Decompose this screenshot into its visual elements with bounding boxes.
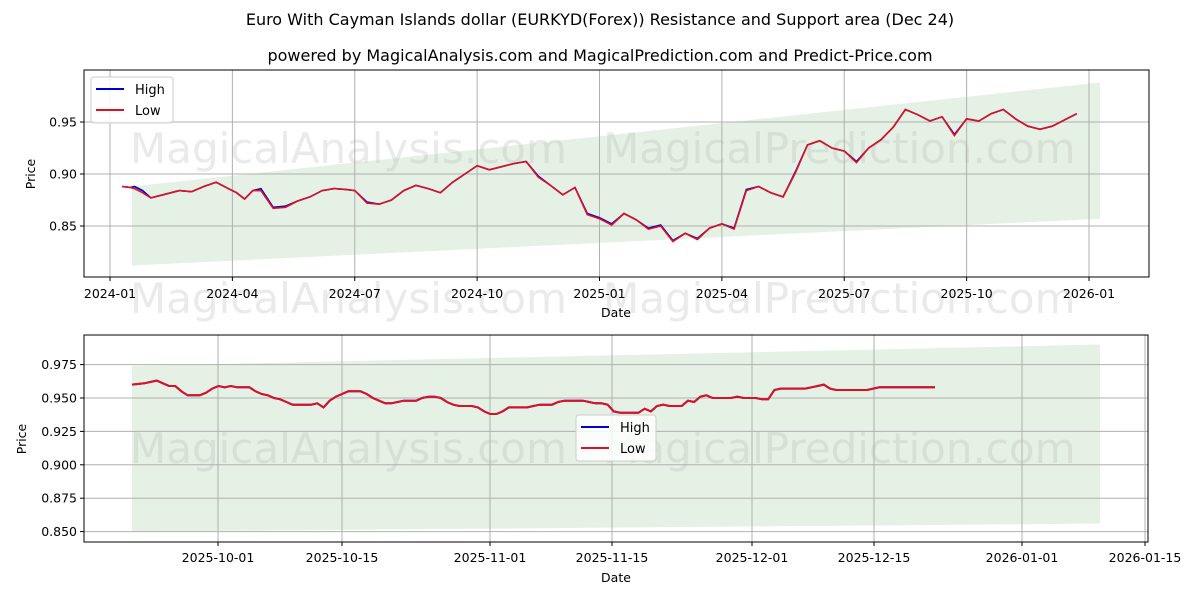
x-tick-label: 2025-12-01	[716, 550, 789, 565]
watermark-top-prediction: MagicalPrediction.com	[603, 124, 1076, 173]
y-tick-label: 0.95	[49, 115, 77, 130]
x-tick-label: 2024-01	[84, 286, 136, 301]
top-y-axis: 0.85 0.90 0.95	[49, 115, 84, 234]
bottom-y-axis-label: Price	[14, 423, 29, 454]
y-tick-label: 0.90	[49, 167, 77, 182]
x-tick-label: 2025-10	[941, 286, 993, 301]
watermark-mid-prediction: MagicalPrediction.com	[603, 274, 1076, 323]
x-tick-label: 2025-12-15	[838, 550, 911, 565]
top-x-axis: 2024-01 2024-04 2024-07 2024-10 2025-01 2025-…	[84, 277, 1115, 301]
bottom-plot-frame	[83, 334, 1149, 543]
top-legend: High Low	[90, 76, 174, 124]
bottom-y-axis: 0.850 0.875 0.900 0.925 0.950 0.975	[41, 357, 84, 539]
x-tick-label: 2025-04	[696, 286, 748, 301]
top-low-line	[122, 108, 1078, 243]
x-tick-label: 2025-11-15	[576, 550, 649, 565]
x-tick-label: 2025-01	[573, 286, 625, 301]
chart-title: Euro With Cayman Islands dollar (EURKYD(…	[245, 10, 955, 29]
y-tick-label: 0.975	[41, 357, 77, 372]
chart-subtitle: powered by MagicalAnalysis.com and Magic…	[267, 46, 933, 65]
y-tick-label: 0.950	[41, 391, 77, 406]
bottom-x-axis-label: Date	[601, 570, 631, 585]
bottom-low-line	[131, 379, 935, 415]
legend-low-label: Low	[135, 104, 161, 119]
top-grid	[84, 70, 1149, 277]
x-tick-label: 2026-01	[1063, 286, 1115, 301]
y-tick-label: 0.850	[41, 524, 77, 539]
x-tick-label: 2024-07	[329, 286, 381, 301]
watermark-top-analysis: MagicalAnalysis.com	[130, 124, 567, 173]
y-tick-label: 0.875	[41, 491, 77, 506]
x-tick-label: 2025-11-01	[454, 550, 527, 565]
legend-low-label: Low	[620, 442, 646, 457]
x-tick-label: 2024-04	[206, 286, 258, 301]
x-tick-label: 2026-01-01	[986, 550, 1059, 565]
top-x-axis-label: Date	[601, 305, 631, 320]
x-tick-label: 2026-01-15	[1109, 550, 1182, 565]
bottom-legend: High Low	[575, 414, 657, 462]
legend-high-label: High	[135, 83, 165, 98]
x-tick-label: 2025-07	[818, 286, 870, 301]
y-tick-label: 0.85	[49, 219, 77, 234]
x-tick-label: 2025-10-01	[182, 550, 255, 565]
x-tick-label: 2024-10	[451, 286, 503, 301]
bottom-x-axis: 2025-10-01 2025-10-15 2025-11-01 2025-11-15…	[182, 542, 1182, 565]
watermark-mid-analysis: MagicalAnalysis.com	[130, 274, 567, 323]
top-chart: MagicalAnalysis.com MagicalPrediction.co…	[23, 69, 1150, 323]
top-y-axis-label: Price	[23, 158, 38, 189]
watermark-bottom-prediction: MagicalPrediction.com	[603, 424, 1076, 473]
x-tick-label: 2025-10-15	[306, 550, 379, 565]
legend-high-label: High	[620, 421, 650, 436]
bottom-chart: MagicalAnalysis.com MagicalPrediction.co…	[14, 334, 1182, 585]
y-tick-label: 0.925	[41, 424, 77, 439]
y-tick-label: 0.900	[41, 457, 77, 472]
watermark-bottom-analysis: MagicalAnalysis.com	[130, 424, 567, 473]
